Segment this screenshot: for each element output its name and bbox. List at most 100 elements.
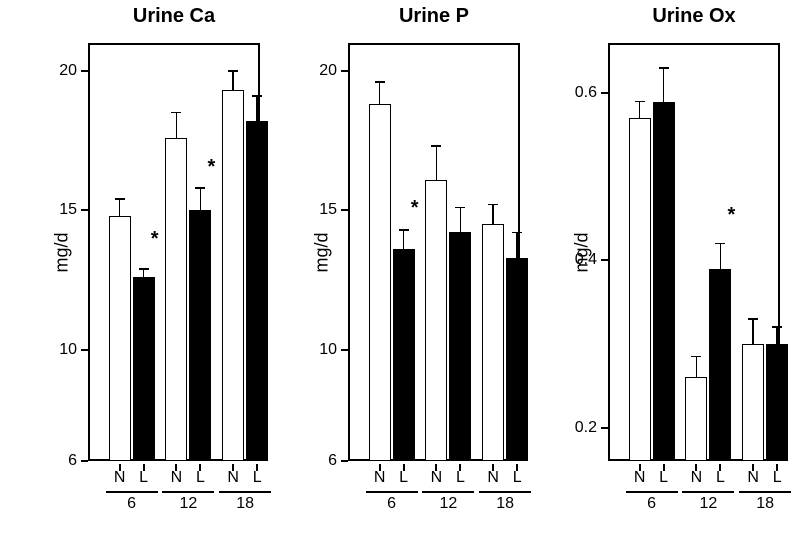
error-bar bbox=[379, 82, 381, 104]
error-cap bbox=[635, 101, 645, 103]
group-x-label: 12 bbox=[682, 495, 734, 513]
bar-label-N: N bbox=[483, 469, 503, 487]
y-tick bbox=[341, 349, 348, 351]
y-tick-label: 10 bbox=[37, 341, 77, 359]
y-tick bbox=[341, 460, 348, 462]
error-bar bbox=[696, 357, 698, 378]
error-bar bbox=[119, 199, 121, 216]
bar-label-N: N bbox=[223, 469, 243, 487]
y-tick-label: 0.4 bbox=[557, 251, 597, 269]
group-x-label: 12 bbox=[162, 495, 214, 513]
y-axis-label: mg/d bbox=[52, 223, 73, 283]
y-tick bbox=[81, 349, 88, 351]
bar-label-L: L bbox=[134, 469, 154, 487]
group-x-label: 12 bbox=[422, 495, 474, 513]
bar-label-L: L bbox=[190, 469, 210, 487]
error-cap bbox=[228, 70, 238, 72]
bar-label-N: N bbox=[110, 469, 130, 487]
bar-N bbox=[425, 180, 447, 461]
error-bar bbox=[143, 269, 145, 277]
group-x-label: 18 bbox=[479, 495, 531, 513]
panel-title: Urine Ca bbox=[88, 5, 260, 28]
error-cap bbox=[195, 187, 205, 189]
error-bar bbox=[232, 71, 234, 91]
error-bar bbox=[776, 327, 778, 344]
bar-N bbox=[629, 118, 651, 461]
bar-L bbox=[449, 232, 471, 461]
error-bar bbox=[663, 68, 665, 101]
y-tick bbox=[81, 460, 88, 462]
error-bar bbox=[752, 319, 754, 344]
error-cap bbox=[252, 95, 262, 97]
group-x-label: 18 bbox=[739, 495, 791, 513]
bar-L bbox=[709, 269, 731, 461]
error-cap bbox=[171, 112, 181, 114]
error-cap bbox=[691, 356, 701, 358]
chart-panel: Urine Oxmg/d0.20.40.6NL6NL12*NL18 bbox=[550, 5, 790, 545]
bar-label-N: N bbox=[630, 469, 650, 487]
panel-title: Urine P bbox=[348, 5, 520, 28]
bar-label-L: L bbox=[394, 469, 414, 487]
error-bar bbox=[256, 96, 258, 121]
y-tick bbox=[601, 259, 608, 261]
error-bar bbox=[492, 205, 494, 225]
bar-label-L: L bbox=[767, 469, 787, 487]
bar-N bbox=[369, 104, 391, 461]
y-tick-label: 15 bbox=[37, 201, 77, 219]
y-tick bbox=[601, 427, 608, 429]
bar-L bbox=[246, 121, 268, 461]
bar-L bbox=[189, 210, 211, 461]
bar-label-N: N bbox=[743, 469, 763, 487]
group-underline bbox=[219, 491, 271, 493]
error-bar bbox=[460, 207, 462, 232]
error-bar bbox=[436, 146, 438, 179]
error-bar bbox=[720, 244, 722, 269]
error-cap bbox=[659, 67, 669, 69]
y-tick bbox=[81, 209, 88, 211]
y-tick-label: 0.6 bbox=[557, 84, 597, 102]
significance-star: * bbox=[724, 204, 738, 227]
significance-star: * bbox=[408, 197, 422, 220]
y-tick-label: 15 bbox=[297, 201, 337, 219]
y-tick-label: 6 bbox=[37, 452, 77, 470]
group-underline bbox=[682, 491, 734, 493]
chart-panel: Urine Camg/d6101520NL6*NL12*NL18 bbox=[30, 5, 270, 545]
error-cap bbox=[431, 145, 441, 147]
error-cap bbox=[375, 81, 385, 83]
bar-N bbox=[482, 224, 504, 461]
group-underline bbox=[739, 491, 791, 493]
bar-N bbox=[685, 377, 707, 461]
y-tick bbox=[341, 70, 348, 72]
error-cap bbox=[139, 268, 149, 270]
group-underline bbox=[479, 491, 531, 493]
bar-label-L: L bbox=[654, 469, 674, 487]
group-underline bbox=[162, 491, 214, 493]
panel-title: Urine Ox bbox=[608, 5, 780, 28]
error-cap bbox=[512, 232, 522, 234]
bar-L bbox=[393, 249, 415, 461]
group-x-label: 18 bbox=[219, 495, 271, 513]
y-axis-label: mg/d bbox=[312, 223, 333, 283]
bar-label-L: L bbox=[247, 469, 267, 487]
group-underline bbox=[422, 491, 474, 493]
error-cap bbox=[488, 204, 498, 206]
chart-panel: Urine Pmg/d6101520NL6*NL12NL18 bbox=[290, 5, 530, 545]
bar-label-N: N bbox=[686, 469, 706, 487]
y-tick bbox=[601, 92, 608, 94]
bar-label-L: L bbox=[710, 469, 730, 487]
bar-N bbox=[165, 138, 187, 461]
error-cap bbox=[455, 207, 465, 209]
group-x-label: 6 bbox=[366, 495, 418, 513]
bar-N bbox=[742, 344, 764, 461]
bar-label-N: N bbox=[166, 469, 186, 487]
error-cap bbox=[772, 326, 782, 328]
error-bar bbox=[639, 102, 641, 119]
y-tick-label: 0.2 bbox=[557, 419, 597, 437]
group-underline bbox=[626, 491, 678, 493]
bar-N bbox=[222, 90, 244, 461]
significance-star: * bbox=[148, 228, 162, 251]
bar-L bbox=[766, 344, 788, 461]
y-tick bbox=[341, 209, 348, 211]
error-bar bbox=[200, 188, 202, 210]
group-underline bbox=[106, 491, 158, 493]
